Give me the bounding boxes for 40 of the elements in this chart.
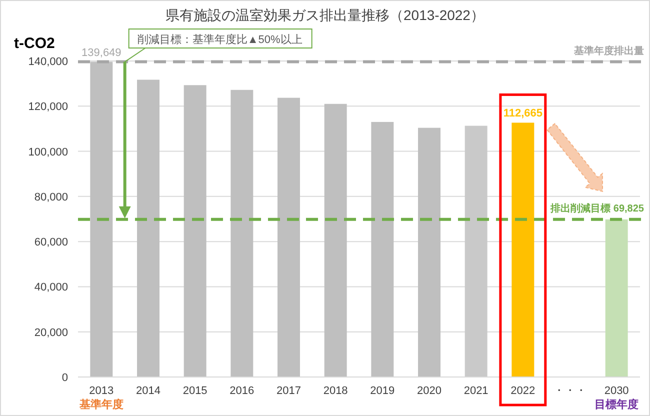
bar [184,85,206,377]
x-tick-label: 2013 [89,385,114,397]
x-tick-label: 2016 [230,385,254,397]
y-tick-label: 120,000 [28,101,68,114]
bar [371,122,394,377]
ref-line-label: 排出削減目標 69,825 [550,202,644,214]
data-label: 139,649 [82,46,122,59]
bar [512,122,534,377]
x-tick-label: 2014 [136,385,160,397]
y-tick-label: 140,000 [28,56,68,68]
bar [278,98,300,377]
bar [418,128,440,377]
data-label: 112,665 [503,108,542,120]
bar [137,80,160,377]
y-tick-label: 0 [62,372,68,384]
y-tick-label: 40,000 [34,282,68,294]
text: 基準年度 [78,398,124,411]
ref-line-label: 基準年度排出量 [573,44,644,57]
y-tick-label: 20,000 [34,326,68,339]
text: 削減目標：基準年度比▲50%以上 [137,33,302,46]
x-tick-label: 2030 [604,385,629,397]
x-tick-label: 2020 [417,385,442,397]
bar [324,104,347,377]
x-tick-label: 2017 [276,385,301,397]
bar [90,62,113,377]
y-tick-label: 80,000 [34,191,68,204]
x-tick-label: ・・・ [553,385,586,397]
x-tick-label: 2018 [323,385,348,397]
x-tick-label: 2019 [370,385,395,397]
bar [230,90,254,377]
text: 目標年度 [594,398,639,411]
x-tick-label: 2015 [182,385,208,397]
x-tick-label: 2021 [464,385,488,397]
x-tick-label: 2022 [510,385,536,397]
y-axis-title: t-CO2 [14,35,55,52]
y-tick-label: 100,000 [28,146,68,158]
chart-title: 県有施設の温室効果ガス排出量推移（2013-2022） [166,7,484,23]
bar [605,219,628,377]
y-tick-label: 60,000 [34,236,68,249]
bar [464,126,488,377]
